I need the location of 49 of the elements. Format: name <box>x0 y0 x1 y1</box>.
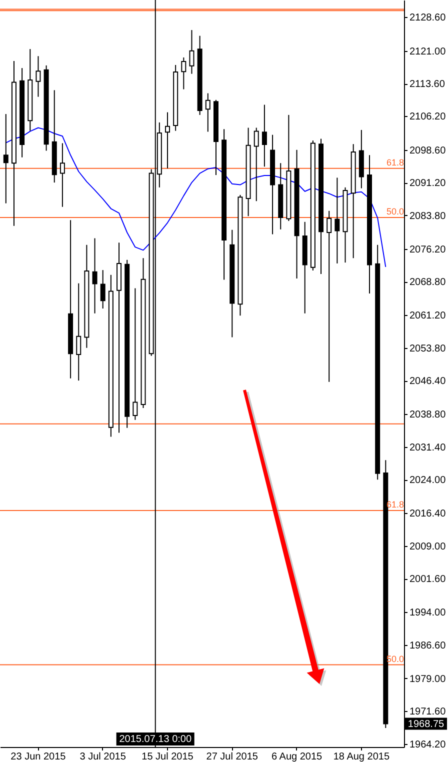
candlestick <box>3 114 8 204</box>
candlestick <box>36 56 41 98</box>
candlestick <box>92 238 98 314</box>
y-tick-label: 1971.60 <box>410 706 446 718</box>
y-tick-label: 2098.60 <box>410 145 446 156</box>
y-tick-label: 2024.00 <box>410 475 446 486</box>
y-tick-label: 2016.40 <box>410 508 446 520</box>
y-tick-label: 2001.60 <box>410 574 446 586</box>
y-tick-label: 2009.00 <box>410 541 446 552</box>
candlestick <box>76 282 82 382</box>
x-tick-label: 23 Jun 2015 <box>10 752 66 762</box>
y-tick-label: 2053.80 <box>410 343 446 354</box>
y-tick-label: 2113.60 <box>410 79 446 90</box>
y-tick-label: 2128.60 <box>410 12 446 24</box>
candlestick <box>60 142 65 208</box>
candlestick <box>132 288 138 420</box>
y-tick-label: 2068.80 <box>410 277 446 288</box>
y-tick-label: 2091.20 <box>410 178 446 190</box>
y-tick-label: 1979.00 <box>410 674 446 685</box>
y-tick-label: 2076.20 <box>410 244 446 256</box>
candlestick <box>100 270 106 310</box>
y-tick-label: 2038.80 <box>410 410 446 421</box>
annotation: 61.8 <box>386 157 404 168</box>
x-tick-label: 3 Jul 2015 <box>80 752 126 762</box>
y-tick-label: 2106.20 <box>410 112 446 123</box>
candlestick <box>165 112 170 169</box>
candlestick <box>254 127 259 202</box>
y-tick-label: 2061.20 <box>410 310 446 322</box>
y-tick-label: 1986.60 <box>410 640 446 652</box>
line-series <box>5 127 386 268</box>
x-tick-label: 6 Aug 2015 <box>271 752 323 762</box>
x-tick-label: 27 Jul 2015 <box>206 752 258 762</box>
text: 1968.75 <box>408 718 445 730</box>
candlestick <box>189 30 194 74</box>
y-tick-label: 2121.00 <box>410 46 446 58</box>
y-tick-label: 2031.40 <box>410 442 446 454</box>
x-tick-label: 2015.07.13 0:00 <box>119 734 192 745</box>
candlestick <box>262 104 267 168</box>
y-tick-label: 2083.80 <box>410 210 446 222</box>
candlestick <box>181 56 186 90</box>
annotation: 50.0 <box>386 206 404 216</box>
candlestick <box>205 92 210 132</box>
y-tick-label: 2046.40 <box>410 376 446 388</box>
x-tick-label: 15 Jul 2015 <box>142 752 194 762</box>
candlestick <box>334 177 340 264</box>
x-tick-label: 18 Aug 2015 <box>333 752 390 762</box>
y-tick-label: 1994.00 <box>410 608 446 619</box>
y-tick-label: 1964.20 <box>410 739 446 750</box>
candlestick <box>326 210 332 382</box>
